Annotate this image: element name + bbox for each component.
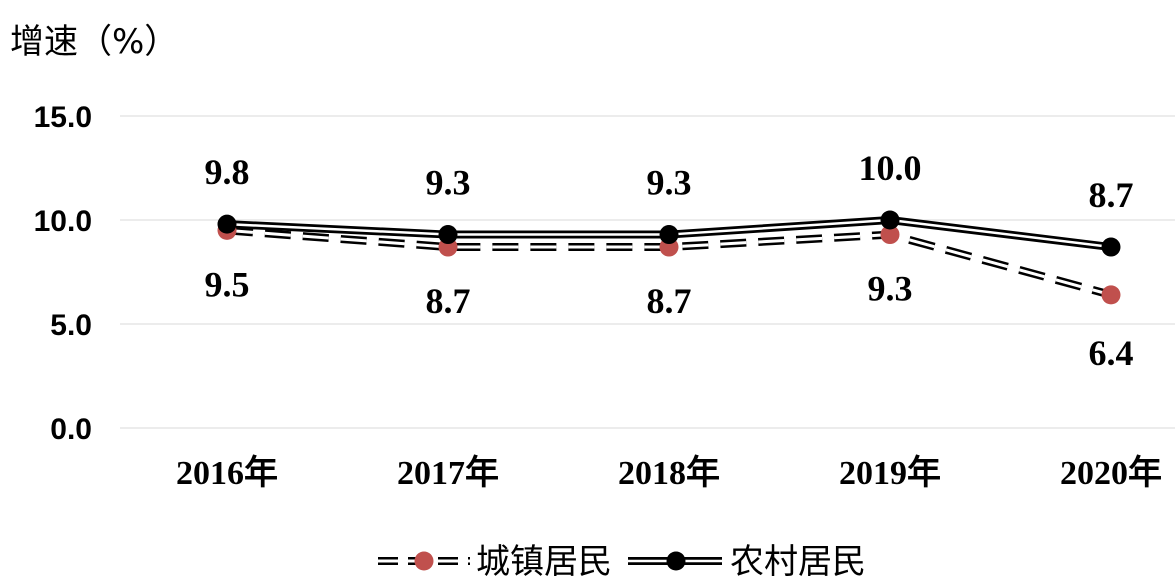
urban-data-label: 8.7: [647, 281, 692, 321]
urban-data-label: 9.3: [868, 269, 913, 309]
urban-data-label: 6.4: [1089, 333, 1134, 373]
rural-data-point: [438, 225, 458, 245]
urban-data-label: 8.7: [426, 281, 471, 321]
x-tick-label: 2020年: [1060, 454, 1162, 492]
rural-data-point: [1101, 237, 1121, 257]
rural-data-label: 10.0: [859, 148, 922, 188]
rural-data-label: 9.3: [647, 163, 692, 203]
legend-marker-rural: [666, 551, 686, 571]
rural-data-label: 9.3: [426, 163, 471, 203]
x-tick-label: 2019年: [839, 454, 941, 492]
rural-data-label: 9.8: [205, 152, 250, 192]
y-tick-label: 10.0: [34, 205, 92, 238]
x-tick-label: 2018年: [618, 454, 720, 492]
urban-data-label: 9.5: [205, 264, 250, 304]
y-tick-label: 15.0: [34, 101, 92, 134]
legend-label-rural: 农村居民: [730, 542, 866, 582]
x-tick-label: 2016年: [176, 454, 278, 492]
y-axis-title: 增速（%）: [10, 22, 179, 62]
x-tick-label: 2017年: [397, 454, 499, 492]
rural-data-point: [217, 214, 237, 234]
rural-data-label: 8.7: [1089, 175, 1134, 215]
legend-marker-urban: [414, 551, 434, 571]
y-tick-label: 0.0: [50, 413, 92, 446]
urban-data-point: [880, 225, 900, 245]
legend-label-urban: 城镇居民: [476, 542, 612, 582]
rural-data-point: [659, 225, 679, 245]
urban-data-point: [1101, 285, 1121, 305]
rural-data-point: [880, 210, 900, 230]
y-tick-label: 5.0: [50, 309, 92, 342]
